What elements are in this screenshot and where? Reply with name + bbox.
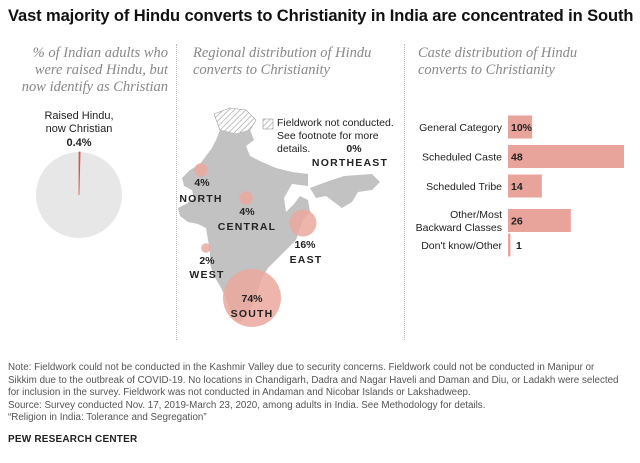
legend-hatch-swatch	[262, 118, 274, 130]
bar-category-label: Other/Most	[450, 209, 502, 221]
bar-value-label: 1	[516, 240, 522, 252]
region-name-east: EAST	[290, 254, 323, 266]
chart-title: Vast majority of Hindu converts to Chris…	[8, 7, 634, 25]
left-subtitle-line: now identify as Christian	[21, 79, 168, 95]
bar-category-label: Backward Classes	[416, 222, 502, 234]
bar	[508, 174, 542, 198]
bar-category-label: Don't know/Other	[421, 240, 502, 252]
region-value-northeast: 0%	[346, 143, 362, 155]
bar-category-label: General Category	[419, 122, 503, 134]
region-value-central: 4%	[239, 206, 255, 218]
bar-value-label: 26	[511, 216, 523, 228]
bar	[508, 209, 571, 232]
map-legend-line: details.	[277, 143, 311, 155]
right-subtitle-line: converts to Christianity	[418, 62, 555, 78]
bar-category-label: Scheduled Tribe	[426, 181, 502, 193]
footnotes: Note: Fieldwork could not be conducted i…	[8, 362, 636, 425]
bar-value-label: 14	[511, 181, 523, 193]
bar-value-label: 48	[511, 152, 523, 164]
mid-subtitle-line: Regional distribution of Hindu	[193, 45, 372, 61]
note-line: Source: Survey conducted Nov. 17, 2019-M…	[8, 399, 486, 411]
caste-bar-chart: General Category 10% Scheduled Caste 48 Sche…	[416, 115, 624, 257]
left-subtitle-line: were raised Hindu, but	[34, 62, 168, 78]
region-value-east: 16%	[294, 239, 316, 251]
india-northeast-landmass	[310, 174, 380, 208]
panel-divider	[176, 44, 177, 340]
pie-slice-converts	[78, 151, 81, 196]
region-name-north: NORTH	[179, 193, 222, 205]
region-name-south: SOUTH	[231, 308, 274, 320]
note-line: “Religion in India: Tolerance and Segreg…	[8, 412, 207, 424]
left-panel-subtitle: % of Indian adults who were raised Hindu…	[8, 45, 168, 96]
bubble-north	[194, 163, 208, 177]
region-value-west: 2%	[199, 255, 215, 267]
bar	[508, 233, 511, 257]
panel-divider	[404, 44, 405, 340]
bar-value-label: 10%	[511, 122, 533, 134]
map-legend-line: See footnote for more	[277, 130, 379, 142]
pie-chart: Raised Hindu, now Christian 0.4%	[36, 110, 122, 238]
region-value-south: 74%	[241, 293, 263, 305]
unsurveyed-region-north	[213, 107, 257, 135]
bar-category-label: Scheduled Caste	[422, 152, 502, 164]
region-value-north: 4%	[194, 177, 210, 189]
pie-label-line: Raised Hindu,	[44, 110, 113, 122]
region-name-central: CENTRAL	[218, 221, 277, 233]
region-name-west: WEST	[189, 269, 224, 281]
pie-label-line: now Christian	[46, 123, 113, 135]
right-panel-subtitle: Caste distribution of Hindu converts to …	[418, 45, 628, 79]
bubble-west	[201, 243, 211, 253]
bubble-central	[239, 191, 253, 205]
right-subtitle-line: Caste distribution of Hindu	[418, 45, 578, 61]
mid-subtitle-line: converts to Christianity	[193, 62, 330, 78]
bar	[508, 145, 624, 168]
mid-panel-subtitle: Regional distribution of Hindu converts …	[193, 45, 398, 79]
india-map: 4% NORTH 4% CENTRAL 0% NORTHEAST 16% EAST 2% WEST…	[178, 107, 388, 327]
india-landmass	[178, 130, 310, 322]
bar	[508, 115, 533, 139]
note-line: Note: Fieldwork could not be conducted i…	[8, 362, 595, 373]
brand-label: PEW RESEARCH CENTER	[8, 434, 138, 445]
note-line: for inclusion in the survey. Fieldwork w…	[8, 387, 471, 399]
bubble-east	[289, 209, 317, 237]
map-legend-line: Fieldwork not conducted.	[277, 117, 394, 129]
left-subtitle-line: % of Indian adults who	[32, 45, 168, 61]
map-legend: Fieldwork not conducted. See footnote fo…	[277, 117, 402, 156]
note-line: Sikkim due to the outbreak of COVID-19. …	[8, 374, 619, 386]
pie-value-label: 0.4%	[66, 137, 91, 149]
region-name-northeast: NORTHEAST	[312, 157, 388, 169]
bubble-south	[223, 269, 281, 327]
